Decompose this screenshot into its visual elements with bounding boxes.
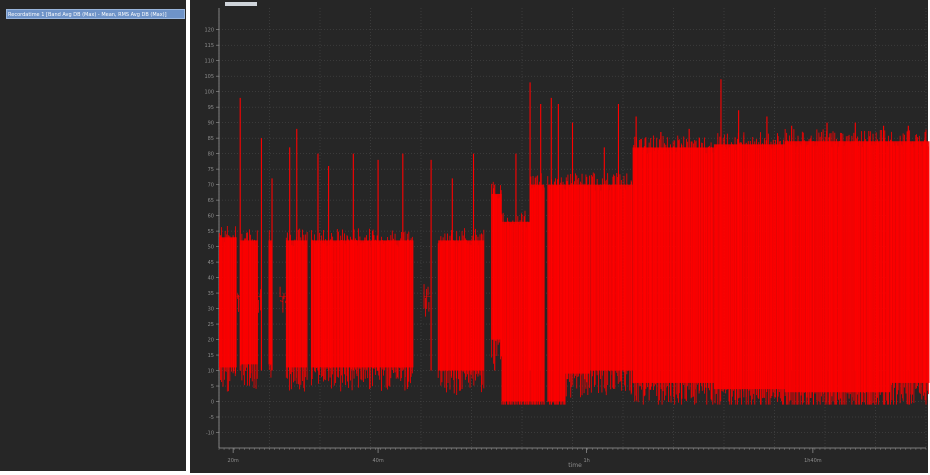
y-tick-label: 20 xyxy=(208,337,214,343)
x-tick-label: 20m xyxy=(228,458,239,464)
y-tick-label: 0 xyxy=(211,399,214,405)
y-tick-label: 40 xyxy=(208,275,214,281)
left-panel: Recordatime 1 [Band Avg DB (Max) - Mean,… xyxy=(0,0,186,471)
y-tick-label: 50 xyxy=(208,244,214,250)
y-tick-label: 65 xyxy=(208,198,214,204)
panel-divider[interactable] xyxy=(186,0,190,475)
channel-list-item[interactable]: Recordatime 1 [Band Avg DB (Max) - Mean,… xyxy=(6,9,185,19)
plot-area xyxy=(219,79,930,405)
series-line xyxy=(219,129,930,405)
y-tick-label: 120 xyxy=(204,27,214,33)
y-tick-label: -5 xyxy=(209,415,214,421)
x-tick-label: 1h xyxy=(583,458,589,464)
x-axis: 20m 40m 1h 1h40m xyxy=(218,447,927,464)
y-tick-label: 70 xyxy=(208,182,214,188)
series-segment xyxy=(257,296,262,297)
y-tick-label: 100 xyxy=(204,89,214,95)
x-tick-label: 40m xyxy=(372,458,383,464)
y-tick-label: 5 xyxy=(211,384,214,390)
series-segment xyxy=(240,240,258,365)
x-tick-label: 1h40m xyxy=(804,458,822,464)
y-axis: 1201151101051009590858075706560555045403… xyxy=(204,8,220,448)
y-tick-label: 105 xyxy=(204,74,214,80)
series-spikes xyxy=(239,79,909,371)
chart-corner-tab xyxy=(225,2,257,6)
x-axis-label: time xyxy=(568,462,582,469)
y-tick-label: 35 xyxy=(208,291,214,297)
y-tick-label: 85 xyxy=(208,136,214,142)
y-tick-label: 60 xyxy=(208,213,214,219)
y-tick-label: 90 xyxy=(208,120,214,126)
series-segment xyxy=(424,296,432,297)
series-segment xyxy=(279,296,287,297)
y-tick-label: 95 xyxy=(208,105,214,111)
y-tick-label: 45 xyxy=(208,260,214,266)
y-tick-label: 10 xyxy=(208,368,214,374)
y-tick-label: -10 xyxy=(206,430,214,436)
series-segment xyxy=(590,184,633,371)
y-tick-label: 30 xyxy=(208,306,214,312)
y-tick-label: 55 xyxy=(208,229,214,235)
y-tick-label: 15 xyxy=(208,353,214,359)
y-tick-label: 75 xyxy=(208,167,214,173)
y-tick-label: 25 xyxy=(208,322,214,328)
y-tick-label: 110 xyxy=(204,58,214,64)
y-tick-label: 115 xyxy=(204,43,214,49)
y-tick-label: 80 xyxy=(208,151,214,157)
